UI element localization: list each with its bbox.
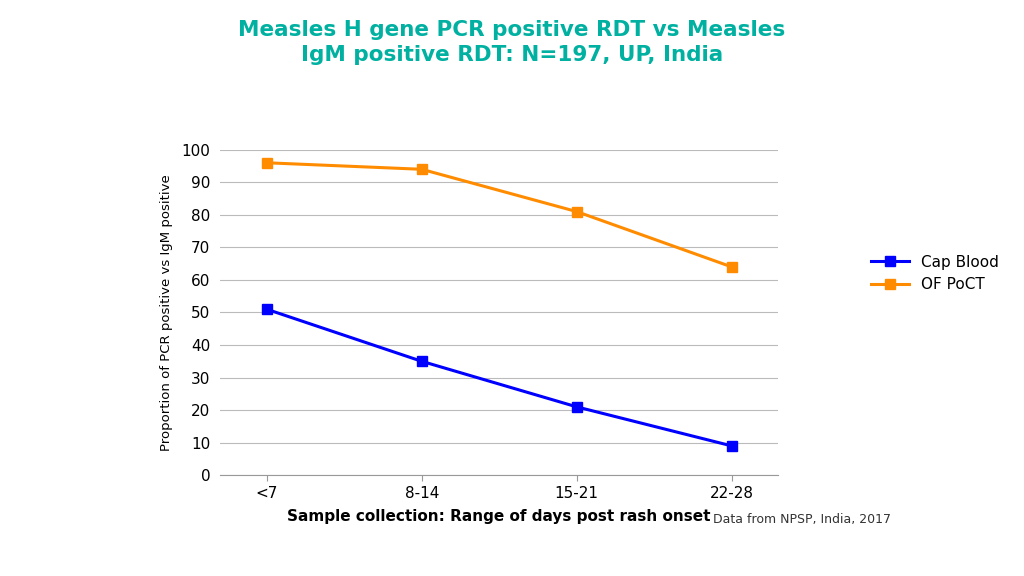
Legend: Cap Blood, OF PoCT: Cap Blood, OF PoCT <box>864 248 1005 298</box>
OF PoCT <box>416 166 428 173</box>
Text: A RDT for measles; implication for global surveillance: A RDT for measles; implication for globa… <box>102 545 513 560</box>
Text: Measles H gene PCR positive RDT vs Measles
IgM positive RDT: N=197, UP, India: Measles H gene PCR positive RDT vs Measl… <box>239 20 785 65</box>
Text: Data from NPSP, India, 2017: Data from NPSP, India, 2017 <box>713 513 891 526</box>
Cap Blood <box>260 306 272 313</box>
Text: 25: 25 <box>41 543 65 562</box>
Cap Blood <box>416 358 428 365</box>
OF PoCT <box>260 160 272 166</box>
Cap Blood <box>570 403 583 410</box>
Line: Cap Blood: Cap Blood <box>262 304 736 451</box>
OF PoCT <box>570 208 583 215</box>
Y-axis label: Proportion of PCR positive vs IgM positive: Proportion of PCR positive vs IgM positi… <box>160 174 173 451</box>
X-axis label: Sample collection: Range of days post rash onset: Sample collection: Range of days post ra… <box>288 509 711 524</box>
OF PoCT <box>726 263 738 270</box>
Line: OF PoCT: OF PoCT <box>262 158 736 272</box>
Cap Blood <box>726 442 738 449</box>
